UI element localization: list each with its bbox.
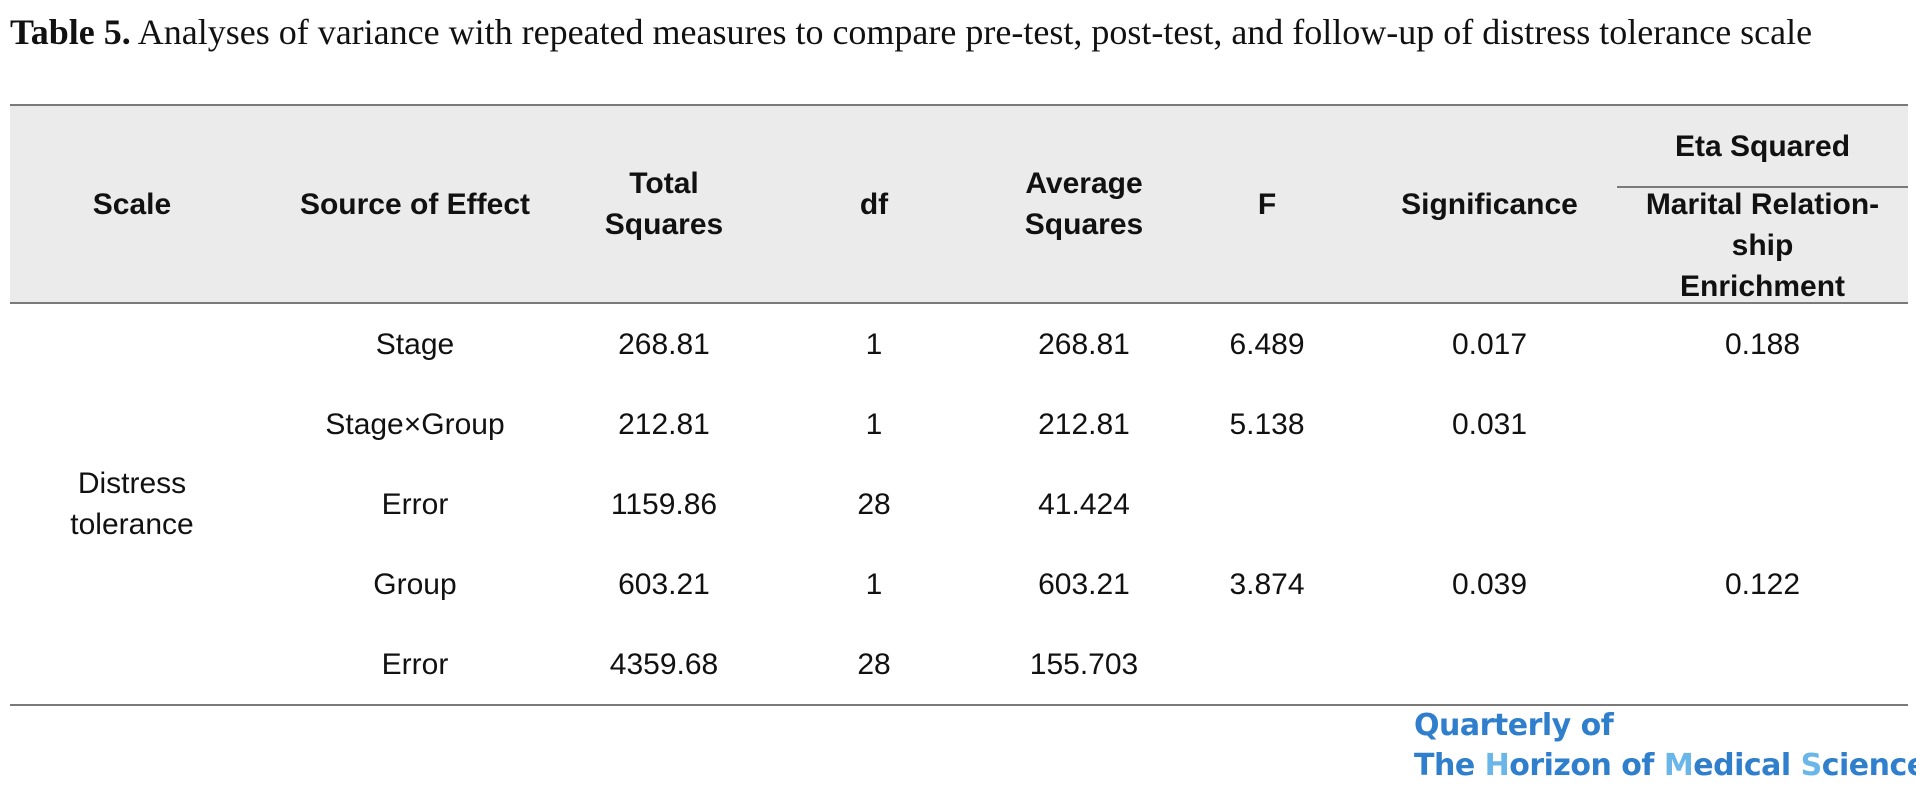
table-row-2-eta: [1617, 384, 1908, 464]
header-f: F: [1257, 187, 1277, 221]
table-row-5-source: Error: [381, 647, 449, 681]
header-significance: Significance: [1401, 187, 1578, 221]
table-row-2-source: Stage×Group: [325, 407, 505, 441]
table-row-1-source: Stage: [375, 327, 455, 361]
header-eta-squared: Eta Squared: [1674, 129, 1851, 163]
scale-value: Distress tolerance: [70, 467, 194, 541]
table-row-2-average-squares: 212.81: [1038, 407, 1130, 441]
logo-orizon: orizon of: [1509, 748, 1664, 783]
table-body: Distress tolerance Stage 268.81 1 268.81…: [10, 304, 1908, 706]
table-row-2-df: 1: [865, 407, 883, 441]
logo-line-1: Quarterly of: [1414, 708, 1614, 743]
logo-m: M: [1663, 748, 1694, 783]
logo-the: The: [1414, 748, 1485, 783]
table-row-5-average-squares: 155.703: [1029, 647, 1139, 681]
table-row-3-f: [1172, 464, 1362, 544]
table-row-1-significance: 0.017: [1451, 327, 1528, 361]
table-row-1-eta: 0.188: [1724, 327, 1801, 361]
table-row-3-source: Error: [381, 487, 449, 521]
header-eta-sub: Marital Relation-ship Enrichment: [1645, 187, 1880, 303]
header-total-squares: Total Squares: [604, 167, 724, 241]
header-source: Source of Effect: [299, 187, 531, 221]
table-row-1-total-squares: 268.81: [618, 327, 710, 361]
table-row-4-total-squares: 603.21: [618, 567, 710, 601]
logo-line-2: The Horizon of Medical Sciences: [1414, 746, 1916, 786]
table-row-3-df: 28: [857, 487, 891, 521]
table-row-4-source: Group: [373, 567, 457, 601]
caption-label: Table 5.: [10, 12, 131, 52]
table-row-3-total-squares: 1159.86: [610, 487, 718, 521]
table-row-3-average-squares: 41.424: [1038, 487, 1130, 521]
caption-text: Analyses of variance with repeated measu…: [130, 12, 1813, 52]
header-average-squares: Average Squares: [1024, 167, 1144, 241]
table-row-5-total-squares: 4359.68: [609, 647, 719, 681]
table-row-4-average-squares: 603.21: [1038, 567, 1130, 601]
table-row-5-f: [1172, 624, 1362, 704]
anova-table: Scale Source of Effect Total Squares df …: [10, 104, 1908, 706]
table-header: Scale Source of Effect Total Squares df …: [10, 104, 1908, 304]
logo-ciences: ciences: [1821, 748, 1916, 783]
table-row-2-significance: 0.031: [1451, 407, 1528, 441]
journal-logo: Quarterly of The Horizon of Medical Scie…: [1414, 706, 1916, 786]
table-row-2-f: 5.138: [1229, 407, 1305, 441]
table-row-4-df: 1: [865, 567, 883, 601]
table-row-5-significance: [1362, 624, 1617, 704]
scale-cell: Distress tolerance: [10, 304, 254, 704]
table-row-1-df: 1: [865, 327, 883, 361]
table-row-4-f: 3.874: [1229, 567, 1305, 601]
eta-divider: [1617, 186, 1908, 188]
table-row-5-eta: [1617, 624, 1908, 704]
header-df: df: [859, 187, 889, 221]
table-row-1-f: 6.489: [1229, 327, 1305, 361]
table-row-4-eta: 0.122: [1724, 567, 1801, 601]
logo-h: H: [1484, 748, 1510, 783]
table-row-3-eta: [1617, 464, 1908, 544]
logo-edical: edical: [1693, 748, 1801, 783]
table-row-4-significance: 0.039: [1451, 567, 1528, 601]
table-row-2-total-squares: 212.81: [618, 407, 710, 441]
table-row-3-significance: [1362, 464, 1617, 544]
table-row-1-average-squares: 268.81: [1038, 327, 1130, 361]
logo-s: S: [1800, 748, 1823, 783]
table-caption: Table 5. Analyses of variance with repea…: [10, 8, 1812, 56]
header-scale: Scale: [92, 187, 172, 221]
table-row-5-df: 28: [857, 647, 891, 681]
